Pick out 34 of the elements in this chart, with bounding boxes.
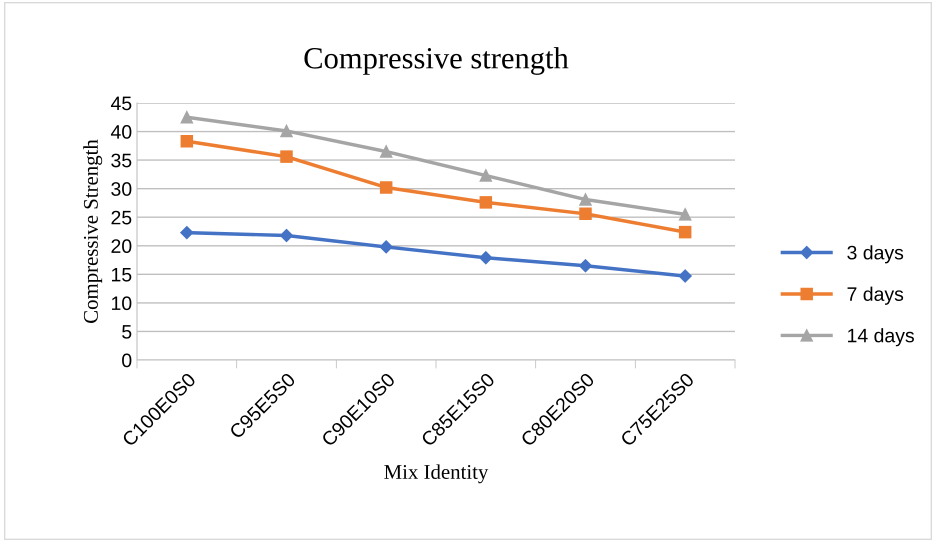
point [578,259,592,272]
y-tick-label: 35 [111,154,132,168]
y-tick-label: 15 [112,268,132,282]
point [579,208,592,220]
point [280,124,293,138]
point [579,193,592,206]
y-tick-label: 45 [110,96,132,110]
y-tick-label: 30 [111,182,132,196]
y-tick-label: 40 [110,125,132,139]
legend-label: 14 days [848,328,914,346]
point [180,226,194,240]
legend-label: 7 days [848,286,904,305]
point [280,150,293,163]
point [380,240,393,254]
point [280,228,294,242]
point [380,181,392,194]
y-tick-label: 20 [111,239,132,254]
point [180,111,194,124]
y-tick-label: 25 [111,210,132,224]
point [678,208,692,221]
legend-label: 3 days [847,245,904,264]
point [480,196,492,209]
point [479,251,492,264]
y-tick-label: 0 [122,353,132,368]
point [480,169,492,182]
chart-title: Compressive strength [304,47,568,75]
x-axis-title: Mix Identity [384,464,488,484]
point [678,269,692,283]
y-tick-label: 5 [122,325,132,339]
y-axis-title: Compressive Strength [83,139,102,323]
point [678,226,692,238]
point [380,145,392,158]
y-tick-label: 10 [112,296,132,310]
point [180,135,194,148]
